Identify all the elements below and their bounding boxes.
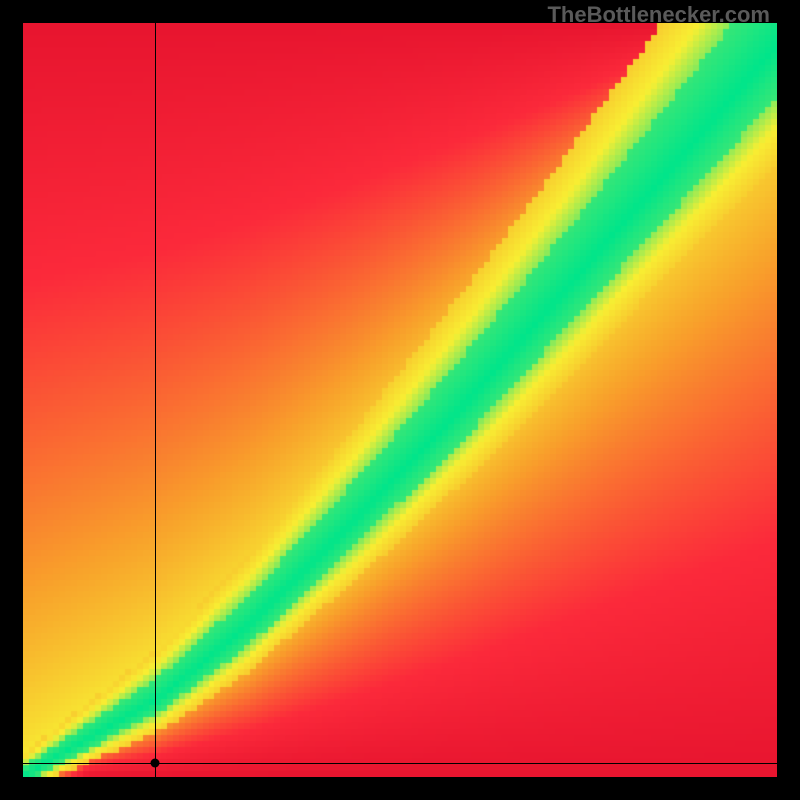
heatmap-plot <box>23 23 777 777</box>
watermark-text: TheBottlenecker.com <box>547 2 770 28</box>
crosshair-horizontal <box>23 763 777 764</box>
crosshair-dot <box>150 759 159 768</box>
chart-container: TheBottlenecker.com <box>0 0 800 800</box>
crosshair-vertical <box>155 23 156 777</box>
heatmap-canvas <box>23 23 777 777</box>
